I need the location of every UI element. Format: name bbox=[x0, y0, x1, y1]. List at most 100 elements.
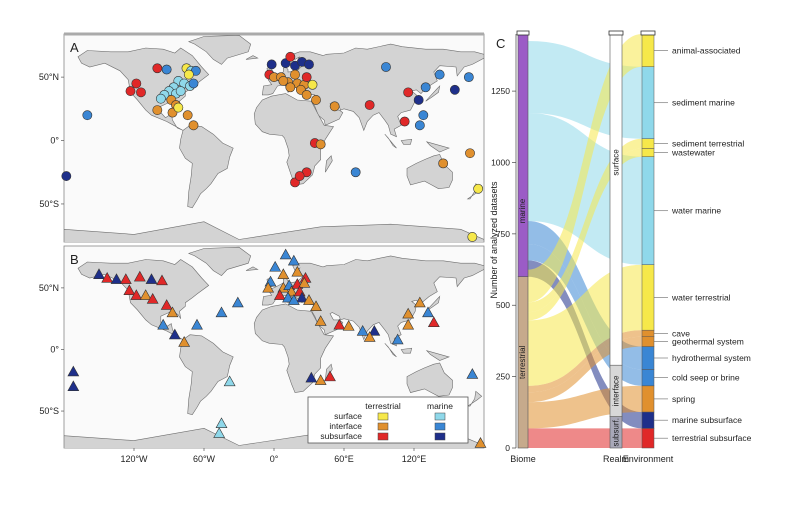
biome-label-marine: marine bbox=[518, 198, 527, 223]
landmass bbox=[187, 246, 252, 276]
site-circle bbox=[188, 78, 199, 89]
site-triangle bbox=[296, 291, 308, 303]
site-circle bbox=[173, 102, 184, 113]
site-circle bbox=[403, 87, 414, 98]
landmass bbox=[384, 343, 397, 358]
landmass bbox=[406, 362, 453, 397]
legend-col-terrestrial: terrestrial bbox=[365, 401, 401, 411]
sankey-chart: 0 250 500 750 1000 1250 terrestrial marine subsu… bbox=[491, 30, 752, 464]
site-circle bbox=[182, 110, 193, 121]
site-circle bbox=[301, 72, 312, 83]
sankey-flow bbox=[528, 34, 642, 303]
landmass bbox=[245, 55, 259, 60]
legend-swatch-marine bbox=[434, 412, 446, 421]
site-triangle bbox=[402, 318, 415, 330]
site-circle bbox=[125, 86, 136, 96]
site-circle bbox=[329, 101, 340, 112]
environment-label: animal-associated bbox=[672, 45, 741, 55]
site-triangle bbox=[213, 427, 226, 438]
site-circle bbox=[183, 69, 194, 80]
sankey-cap bbox=[516, 30, 530, 36]
environment-bar bbox=[641, 385, 655, 413]
environment-label: water marine bbox=[671, 206, 721, 216]
site-triangle bbox=[215, 417, 228, 428]
site-triangle bbox=[168, 328, 181, 340]
site-circle bbox=[131, 78, 142, 89]
site-triangle bbox=[93, 268, 105, 279]
site-circle bbox=[473, 183, 484, 194]
site-triangle bbox=[368, 324, 381, 336]
site-triangle bbox=[287, 254, 300, 266]
site-circle bbox=[434, 69, 445, 80]
site-triangle bbox=[273, 289, 286, 300]
landmass bbox=[179, 334, 234, 416]
map-axes: 120°W 60°W 0° 60°E 120°E 50°N 0° 50°S 50°N 0° 50°S bbox=[39, 72, 426, 464]
panel-label-b: B bbox=[70, 252, 79, 267]
sankey-cap bbox=[640, 30, 656, 36]
site-triangle bbox=[262, 281, 275, 293]
environment-label: terrestrial subsurface bbox=[672, 433, 752, 443]
landmass bbox=[384, 133, 397, 149]
site-triangle bbox=[139, 289, 152, 300]
site-circle bbox=[301, 89, 312, 100]
sankey-y-tick-label: 0 bbox=[505, 443, 510, 453]
site-triangle bbox=[157, 318, 170, 330]
legend-swatch-terrestrial bbox=[377, 432, 389, 441]
site-triangle bbox=[314, 374, 327, 385]
site-circle bbox=[294, 171, 305, 181]
environment-bar bbox=[641, 264, 655, 331]
site-circle bbox=[311, 95, 321, 105]
site-triangle bbox=[422, 306, 434, 318]
landmass bbox=[253, 93, 335, 186]
sankey-y-tick-label: 500 bbox=[496, 300, 510, 310]
realm-label: subsurf. bbox=[612, 418, 621, 446]
site-circle bbox=[304, 59, 314, 70]
lon-tick-label: 60°E bbox=[334, 454, 354, 464]
site-circle bbox=[278, 76, 289, 86]
sankey-flow bbox=[528, 148, 642, 321]
environment-bar bbox=[641, 346, 655, 370]
site-circle bbox=[420, 82, 431, 93]
sankey-x-label: Environment bbox=[623, 454, 674, 464]
realm-label: interface bbox=[612, 375, 621, 406]
environment-label: geothermal system bbox=[672, 337, 744, 347]
site-triangle bbox=[466, 368, 479, 379]
legend-swatches bbox=[377, 412, 446, 441]
lon-tick-label: 120°E bbox=[402, 454, 427, 464]
site-triangle bbox=[223, 375, 236, 387]
site-circle bbox=[315, 139, 326, 150]
site-triangle bbox=[146, 292, 159, 304]
environment-label: marine subsurface bbox=[672, 415, 742, 425]
site-triangle bbox=[356, 324, 369, 336]
site-circle bbox=[465, 148, 475, 159]
panel-label-a: A bbox=[70, 40, 79, 55]
site-triangle bbox=[101, 272, 114, 283]
environment-label: wastewater bbox=[671, 148, 715, 158]
site-triangle bbox=[231, 296, 244, 308]
environment-bar bbox=[641, 411, 655, 429]
sankey-y-label: Number of analyzed datasets bbox=[489, 181, 499, 299]
site-circle bbox=[155, 93, 166, 104]
lat-tick-label: 0° bbox=[50, 136, 59, 146]
biome-label-terrestrial: terrestrial bbox=[518, 345, 527, 379]
environment-bar bbox=[641, 336, 655, 347]
sankey-flow bbox=[528, 330, 642, 393]
site-circle bbox=[350, 167, 361, 178]
environment-label: cave bbox=[672, 328, 690, 338]
site-triangle bbox=[282, 291, 294, 303]
site-triangle bbox=[298, 276, 311, 288]
site-triangle bbox=[130, 289, 143, 300]
site-circle bbox=[285, 51, 296, 62]
site-triangle bbox=[305, 371, 318, 383]
landmass bbox=[425, 141, 450, 153]
site-circle bbox=[152, 63, 163, 74]
site-circle bbox=[438, 158, 449, 169]
site-triangle bbox=[123, 284, 136, 295]
legend-row-surface: surface bbox=[334, 411, 362, 421]
landmass bbox=[425, 85, 441, 102]
environment-label: water terrestrial bbox=[671, 292, 731, 302]
map-points-a bbox=[61, 51, 484, 242]
lat-tick-label: 50°S bbox=[39, 406, 59, 416]
landmass bbox=[466, 390, 483, 407]
site-triangle bbox=[269, 260, 282, 272]
